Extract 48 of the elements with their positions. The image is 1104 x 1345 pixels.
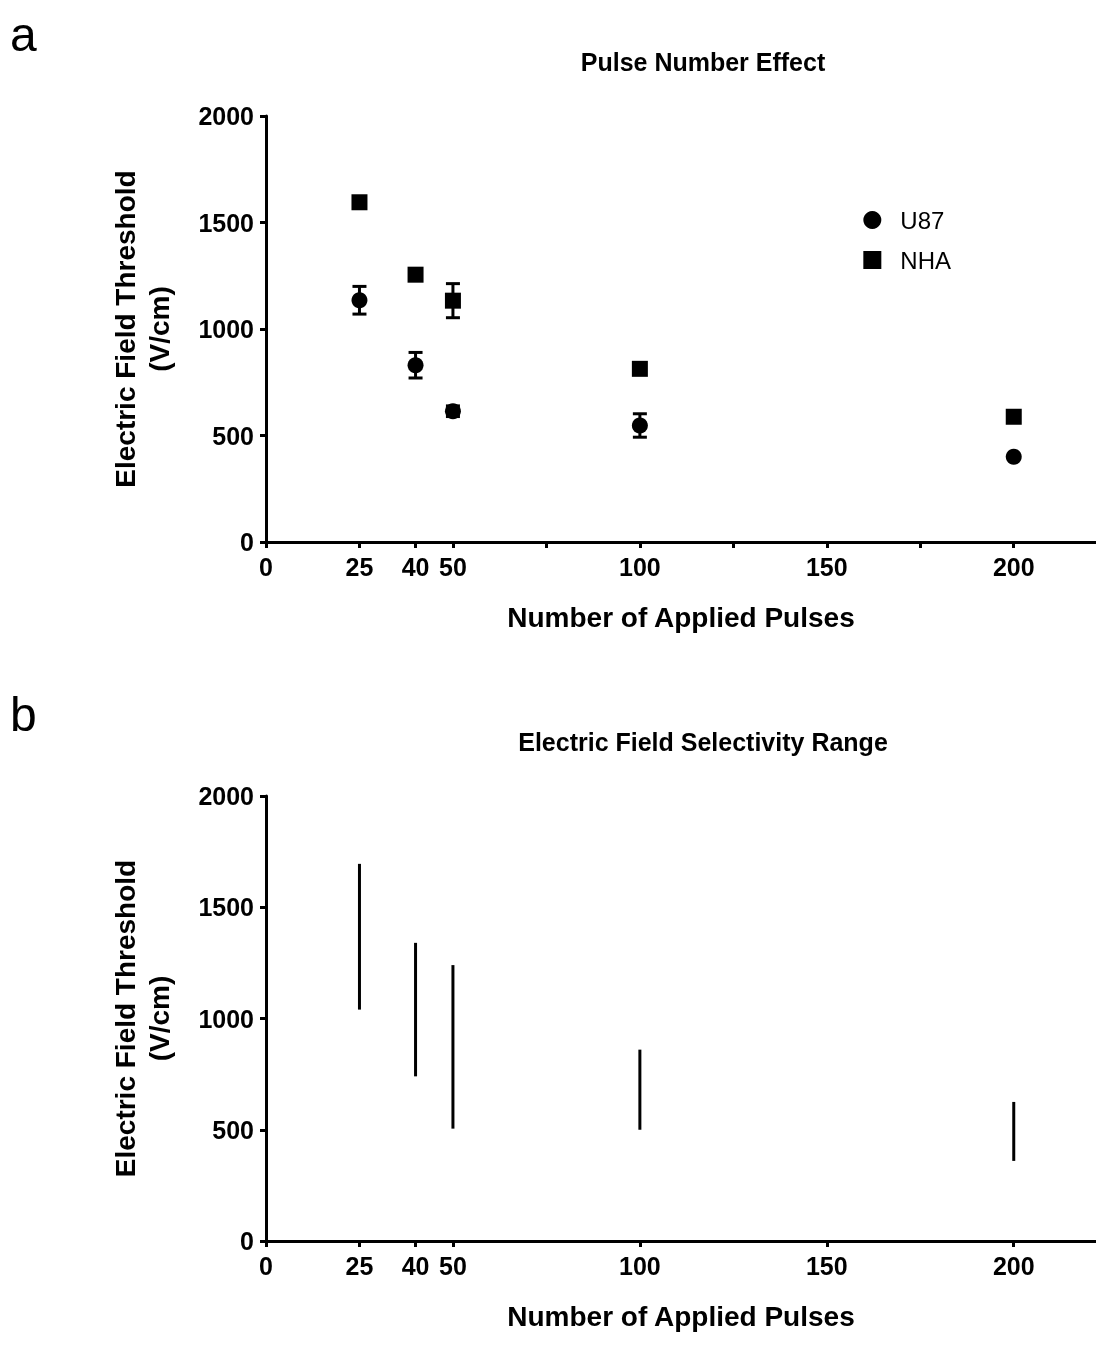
y-tick-label: 2000 (198, 782, 254, 810)
text: a (10, 7, 37, 61)
bar (414, 942, 418, 1077)
x-tick-label: 50 (439, 1251, 467, 1280)
y-tick-label: 0 (240, 1227, 254, 1255)
y-tick-label: 0 (240, 528, 254, 556)
y-tick-label: 2000 (198, 102, 254, 130)
x-tick-label: 150 (805, 552, 848, 581)
point (1005, 448, 1022, 465)
x-tick-label: 25 (345, 1251, 374, 1280)
x-tick-label: 50 (439, 552, 467, 581)
x-tick-label: 200 (992, 1251, 1035, 1280)
point (631, 360, 648, 377)
x-tick-label: 100 (619, 1251, 661, 1280)
legend-label: U87 (900, 206, 945, 234)
x-tick-label: 0 (259, 552, 273, 581)
x-tick-label: 25 (345, 552, 374, 581)
x-axis-title: Number of Applied Pulses (507, 1300, 855, 1332)
point (407, 357, 424, 374)
point (631, 417, 648, 434)
y-tick-label: 500 (212, 1115, 254, 1144)
y-tick-label: 1000 (198, 1004, 254, 1033)
bar (1012, 1101, 1016, 1161)
x-tick-label: 40 (401, 1251, 430, 1280)
y-tick-label: 1000 (198, 315, 254, 343)
x-tick-label: 40 (401, 552, 430, 581)
y-tick-label: 1500 (198, 208, 254, 237)
point (1005, 408, 1022, 425)
bar (357, 863, 361, 1010)
point (351, 292, 368, 309)
chart-title: Electric Field Selectivity Range (518, 727, 888, 756)
x-axis-title: Number of Applied Pulses (507, 601, 855, 633)
y-tick-label: 500 (212, 421, 254, 450)
bar (638, 1049, 642, 1130)
point (407, 266, 424, 283)
text: b (10, 687, 37, 741)
x-tick-label: 150 (805, 1251, 848, 1280)
y-axis-title: Electric Field Threshold (V/cm) (109, 859, 175, 1178)
y-axis-title: Electric Field Threshold (V/cm) (109, 170, 175, 488)
x-tick-label: 200 (992, 552, 1035, 581)
x-tick-label: 0 (259, 1251, 273, 1280)
chart-title: Pulse Number Effect (580, 47, 826, 76)
point (351, 194, 368, 211)
point (444, 292, 461, 309)
legend-label: NHA (900, 246, 951, 274)
x-tick-label: 100 (619, 552, 661, 581)
y-tick-label: 1500 (198, 893, 254, 922)
bar (451, 965, 455, 1129)
